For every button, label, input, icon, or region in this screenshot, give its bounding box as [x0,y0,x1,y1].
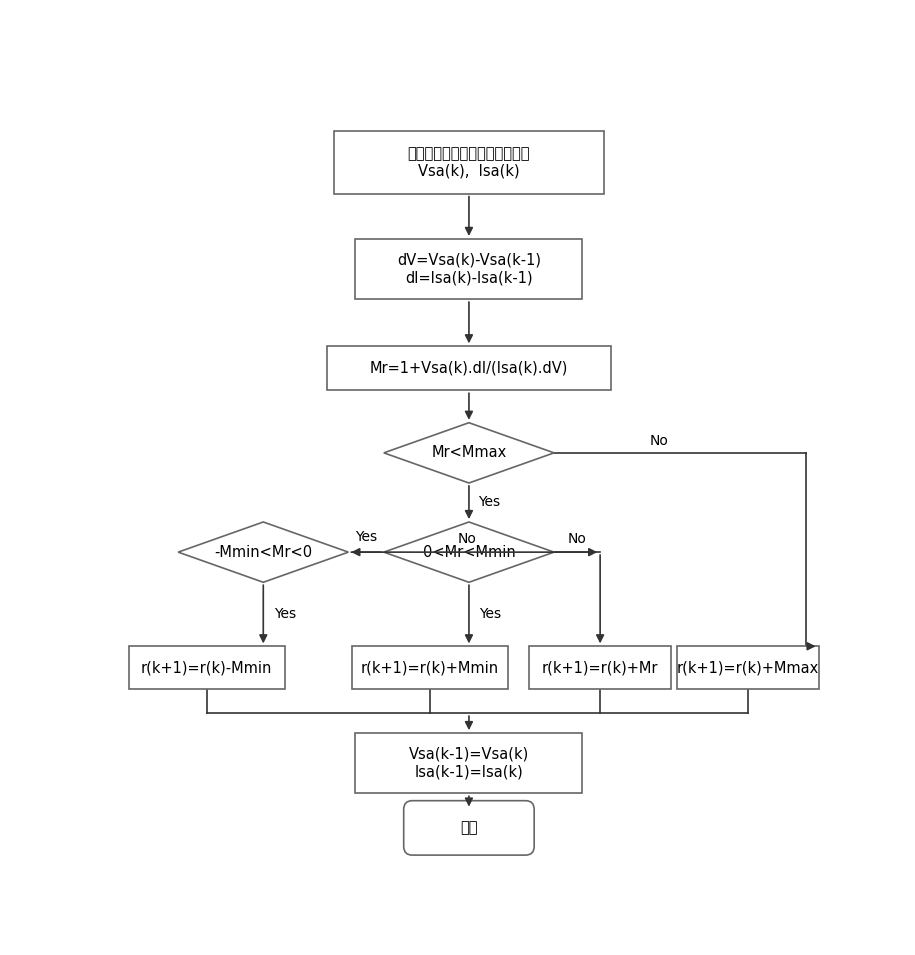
Text: Yes: Yes [274,607,296,622]
Text: r(k+1)=r(k)+Mr: r(k+1)=r(k)+Mr [542,660,659,675]
FancyBboxPatch shape [327,347,611,391]
Text: Vsa(k),  Isa(k): Vsa(k), Isa(k) [418,163,520,179]
FancyBboxPatch shape [404,800,534,855]
Text: r(k+1)=r(k)+Mmax: r(k+1)=r(k)+Mmax [676,660,819,675]
FancyBboxPatch shape [355,733,582,794]
Text: No: No [458,532,477,546]
FancyBboxPatch shape [529,647,671,689]
Polygon shape [178,522,349,583]
Text: Mr<Mmax: Mr<Mmax [431,445,507,460]
Text: 检测太阳电池阵输出电压和电流: 检测太阳电池阵输出电压和电流 [408,146,530,161]
Text: Isa(k-1)=Isa(k): Isa(k-1)=Isa(k) [414,765,523,779]
FancyBboxPatch shape [128,647,285,689]
Polygon shape [384,522,554,583]
FancyBboxPatch shape [677,647,819,689]
FancyBboxPatch shape [355,239,582,299]
Text: Yes: Yes [479,496,501,510]
Text: No: No [567,532,587,546]
Text: No: No [649,435,668,448]
Polygon shape [384,423,554,483]
Text: 0<Mr<Mmin: 0<Mr<Mmin [423,544,515,560]
FancyBboxPatch shape [334,131,604,194]
Text: dV=Vsa(k)-Vsa(k-1): dV=Vsa(k)-Vsa(k-1) [397,253,541,267]
Text: Yes: Yes [355,530,377,544]
Text: Mr=1+Vsa(k).dI/(Isa(k).dV): Mr=1+Vsa(k).dI/(Isa(k).dV) [370,361,568,376]
Text: r(k+1)=r(k)-Mmin: r(k+1)=r(k)-Mmin [141,660,273,675]
Text: -Mmin<Mr<0: -Mmin<Mr<0 [214,544,312,560]
Text: Vsa(k-1)=Vsa(k): Vsa(k-1)=Vsa(k) [409,747,529,762]
Text: 返回: 返回 [460,820,478,836]
Text: Yes: Yes [479,607,501,622]
Text: r(k+1)=r(k)+Mmin: r(k+1)=r(k)+Mmin [361,660,499,675]
Text: dI=Isa(k)-Isa(k-1): dI=Isa(k)-Isa(k-1) [405,270,533,286]
FancyBboxPatch shape [352,647,508,689]
